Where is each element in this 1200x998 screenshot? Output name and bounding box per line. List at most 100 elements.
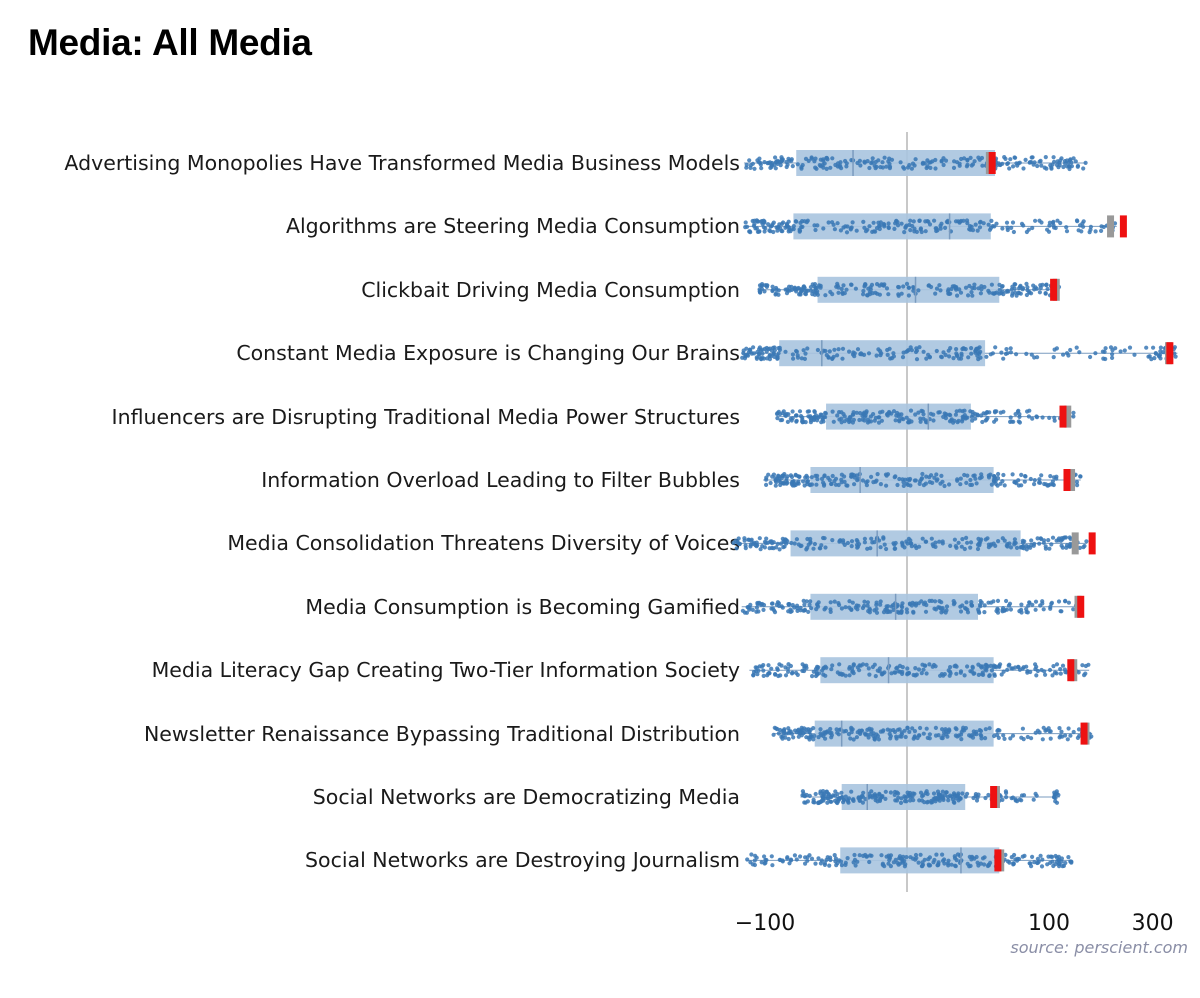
data-point — [775, 228, 780, 233]
data-point — [935, 795, 940, 801]
data-point — [1063, 161, 1068, 166]
data-point — [862, 418, 867, 423]
data-point — [1005, 161, 1011, 166]
data-point — [1051, 664, 1056, 669]
data-point — [854, 410, 859, 415]
data-point — [748, 230, 753, 235]
data-point — [993, 345, 998, 350]
data-point — [1132, 352, 1137, 357]
data-point — [898, 160, 903, 165]
data-point — [906, 285, 911, 290]
data-point — [847, 349, 852, 354]
data-point — [921, 667, 926, 672]
data-point — [905, 482, 911, 487]
data-point — [774, 545, 779, 550]
data-point — [792, 605, 797, 610]
row-group — [763, 467, 1083, 493]
previous-value-marker — [1107, 215, 1115, 238]
data-point — [1025, 288, 1030, 293]
data-point — [902, 794, 907, 799]
data-point — [975, 228, 980, 233]
data-point — [751, 345, 756, 350]
data-point — [801, 793, 807, 798]
current-value-marker — [990, 786, 998, 808]
data-point — [1021, 665, 1026, 670]
data-point — [871, 480, 876, 485]
data-point — [736, 536, 741, 541]
data-point — [882, 224, 887, 229]
data-point — [907, 729, 912, 735]
data-point — [762, 545, 768, 550]
current-value-marker — [1080, 722, 1088, 745]
data-point — [849, 727, 854, 732]
data-point — [1025, 734, 1030, 740]
data-point — [867, 607, 873, 612]
data-point — [1056, 792, 1061, 798]
data-point — [1035, 163, 1040, 169]
data-point — [912, 226, 917, 231]
data-point — [925, 158, 930, 163]
data-point — [982, 855, 987, 860]
data-point — [954, 409, 959, 414]
data-point — [946, 798, 951, 803]
data-point — [819, 858, 825, 863]
data-point — [1017, 609, 1022, 614]
data-point — [1103, 346, 1108, 351]
data-point — [1059, 729, 1064, 734]
data-point — [799, 725, 804, 731]
data-point — [893, 474, 898, 479]
data-point — [919, 408, 924, 413]
data-point — [1048, 736, 1053, 741]
data-point — [803, 800, 808, 805]
data-point — [1021, 166, 1026, 171]
data-point — [776, 351, 781, 356]
data-point — [1076, 228, 1081, 233]
data-point — [780, 858, 785, 863]
data-point — [1014, 352, 1019, 357]
data-point — [803, 292, 809, 297]
data-point — [1101, 224, 1106, 230]
data-point — [934, 472, 939, 477]
data-point — [886, 861, 891, 866]
jitter-points — [751, 662, 1091, 679]
data-point — [988, 543, 993, 548]
data-point — [968, 545, 973, 550]
data-point — [1010, 472, 1015, 477]
data-point — [1051, 355, 1056, 360]
data-point — [912, 729, 918, 734]
data-point — [863, 413, 868, 418]
data-point — [1066, 855, 1071, 860]
data-point — [1004, 347, 1009, 352]
data-point — [770, 606, 776, 611]
data-point — [953, 219, 959, 224]
data-point — [798, 543, 803, 549]
data-point — [947, 728, 952, 733]
data-point — [1043, 291, 1048, 296]
data-point — [971, 473, 976, 478]
row-label: Algorithms are Steering Media Consumptio… — [285, 214, 740, 239]
data-point — [917, 733, 922, 738]
data-point — [1061, 352, 1066, 357]
data-point — [1076, 670, 1081, 675]
data-point — [893, 540, 898, 546]
data-point — [815, 289, 820, 294]
data-point — [777, 222, 782, 227]
data-point — [801, 479, 806, 484]
data-point — [954, 347, 959, 352]
data-point — [921, 793, 926, 798]
data-point — [903, 224, 908, 229]
data-point — [1063, 860, 1068, 866]
data-point — [996, 471, 1001, 477]
data-point — [878, 602, 883, 607]
data-point — [1060, 864, 1065, 869]
data-point — [1054, 538, 1059, 543]
data-point — [923, 229, 928, 234]
data-point — [1013, 540, 1018, 546]
data-point — [1058, 733, 1063, 739]
data-point — [843, 862, 848, 868]
data-point — [969, 603, 975, 608]
data-point — [768, 165, 773, 170]
data-point — [820, 668, 825, 673]
data-point — [923, 609, 929, 614]
data-point — [1088, 224, 1093, 229]
